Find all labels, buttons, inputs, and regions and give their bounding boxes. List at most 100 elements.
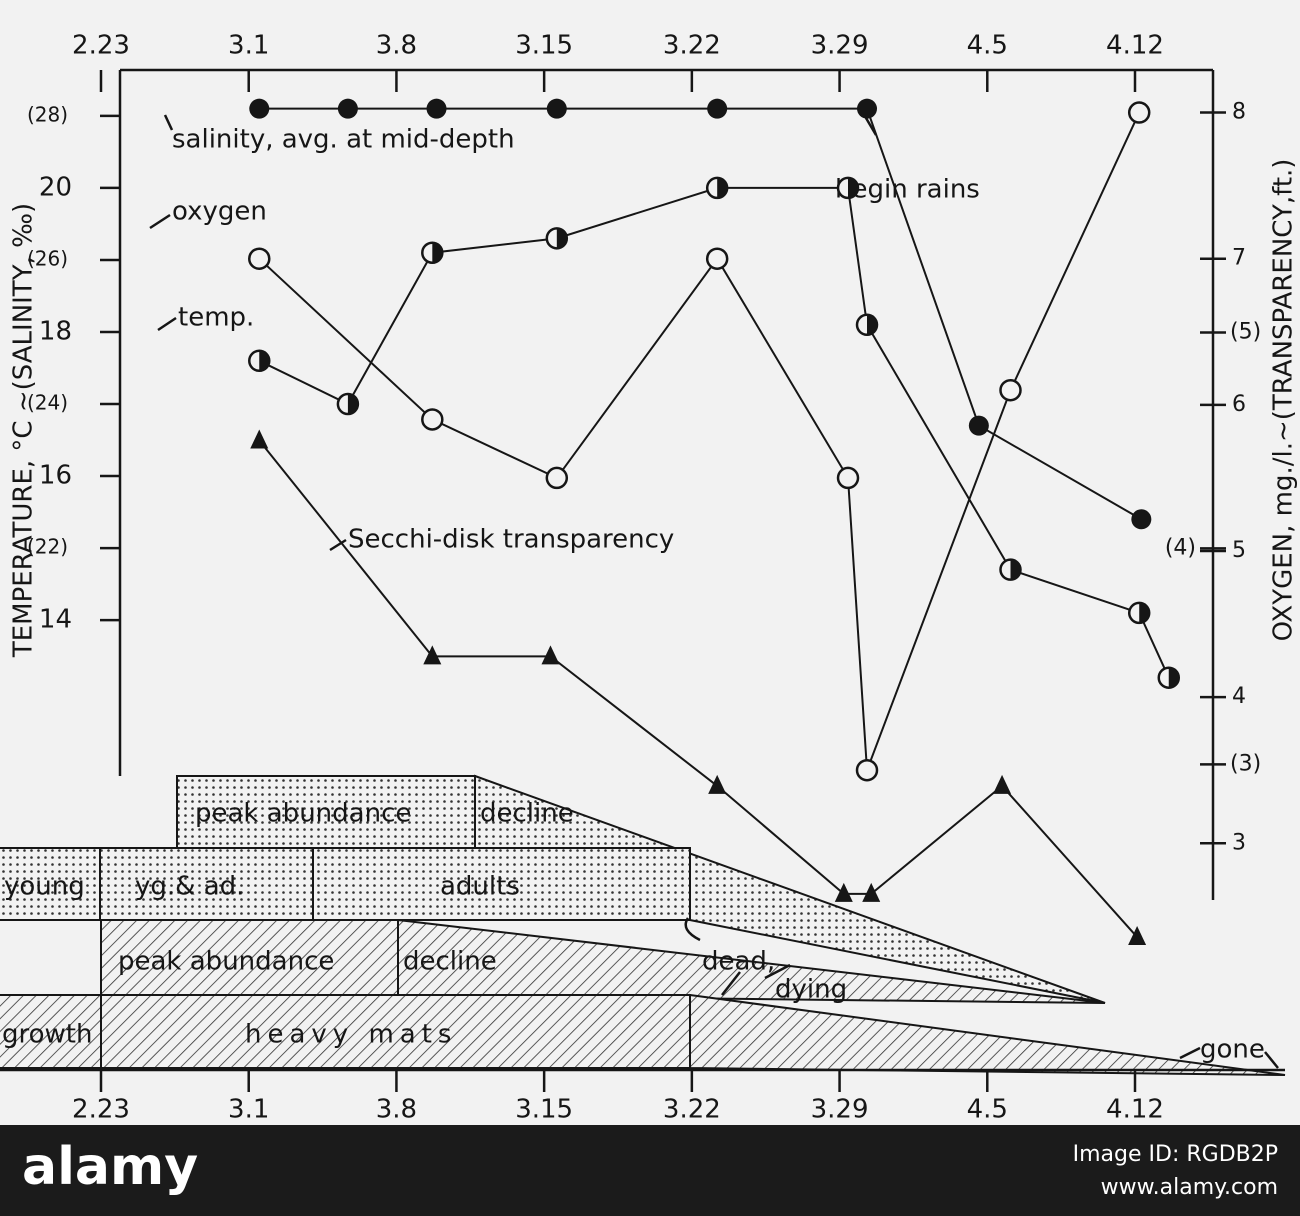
marker-fill (857, 98, 878, 119)
marker-half (347, 394, 358, 415)
marker-fill (999, 378, 1022, 402)
marker-half (556, 228, 567, 249)
y-tick-label: 16 (39, 461, 72, 491)
phase-label: yg.& ad. (135, 872, 244, 902)
point (862, 882, 881, 902)
x-tick-label: 4.5 (967, 1095, 1008, 1125)
marker-fill (1127, 101, 1151, 124)
phase-label: peak abundance (195, 799, 411, 829)
point (834, 882, 853, 902)
marker-fill (968, 415, 989, 436)
series-line (258, 186, 1170, 679)
point (968, 415, 989, 436)
marker-fill (423, 645, 442, 665)
x-tick-label: 3.15 (515, 1095, 573, 1125)
y2-tick-label: 7 (1232, 246, 1246, 271)
point (855, 758, 879, 782)
transparency-tick-label: (5) (1230, 320, 1261, 345)
transparency-tick-label: (4) (1165, 535, 1196, 560)
phase-label: young (4, 872, 85, 902)
note: dying (775, 975, 847, 1005)
x-tick-label: 2.23 (72, 1095, 130, 1125)
x-tick-label: 3.15 (515, 31, 573, 61)
y2-tick-label: 5 (1232, 538, 1246, 563)
phase-label: decline (403, 947, 497, 977)
salinity-tick-label: (24) (27, 391, 68, 415)
marker-fill (855, 758, 879, 782)
watermark-brand: alamy (22, 1137, 198, 1197)
marker-fill (836, 466, 860, 490)
marker-fill (708, 774, 727, 794)
point (337, 98, 358, 119)
marker-fill (337, 98, 358, 119)
watermark-id: Image ID: RGDB2P (1073, 1142, 1278, 1167)
x-tick-label: 3.1 (228, 31, 269, 61)
x-tick-label: 2.23 (72, 31, 130, 61)
phase-box (312, 847, 691, 921)
point (857, 98, 878, 119)
salinity-tick-label: (28) (27, 102, 68, 126)
marker-half (259, 350, 270, 371)
series-line (259, 107, 1142, 521)
annotation: oxygen (172, 197, 267, 227)
salinity-tick-label: (22) (27, 535, 68, 559)
marker-half (848, 177, 859, 198)
x-tick-label: 3.22 (663, 31, 721, 61)
point (1127, 101, 1151, 124)
watermark-bar (0, 1125, 1300, 1216)
x-tick-label: 3.1 (228, 1095, 269, 1125)
marker-fill (426, 98, 447, 119)
phase-box (176, 775, 476, 849)
point (546, 98, 567, 119)
point (336, 392, 360, 416)
note: gone (1200, 1035, 1265, 1065)
watermark-url: www.alamy.com (1101, 1175, 1278, 1200)
marker-fill (1131, 509, 1152, 530)
marker-half (1139, 602, 1150, 623)
marker-fill (249, 98, 270, 119)
annotation: Secchi-disk transparency (348, 525, 674, 555)
point (707, 98, 728, 119)
point (705, 176, 729, 200)
x-tick-label: 4.5 (967, 31, 1008, 61)
y2-tick-label: 8 (1232, 100, 1246, 125)
marker-fill (248, 247, 271, 270)
phase-box (397, 918, 1106, 1004)
point (999, 378, 1022, 402)
point (1127, 601, 1151, 625)
marker-fill (545, 466, 569, 490)
marker-half (717, 177, 728, 198)
salinity-tick-label: (26) (27, 246, 68, 270)
marker-fill (541, 645, 560, 665)
point (421, 241, 444, 264)
y-tick-label: 20 (39, 172, 72, 202)
point (541, 645, 560, 665)
y-tick-label: 18 (39, 316, 72, 346)
phase-box (689, 993, 1286, 1076)
series-line (258, 439, 1138, 938)
marker-fill (834, 882, 853, 902)
annotation: temp. (178, 303, 254, 333)
point (705, 247, 729, 270)
phase-label: heavy mats (245, 1020, 457, 1050)
point (248, 247, 271, 270)
point (426, 98, 447, 119)
point (249, 98, 270, 119)
y2-tick-label: 6 (1232, 392, 1246, 417)
point (545, 466, 569, 490)
point (423, 645, 442, 665)
marker-half (867, 314, 877, 335)
point (248, 349, 271, 373)
marker-fill (993, 774, 1012, 794)
point (836, 176, 860, 200)
point (993, 774, 1012, 794)
phase-box (100, 919, 399, 996)
marker-half (432, 242, 443, 263)
x-tick-label: 3.8 (376, 31, 417, 61)
point (1128, 926, 1147, 946)
point (999, 558, 1022, 581)
note-arrow (684, 917, 1279, 1069)
x-tick-label: 3.22 (663, 1095, 721, 1125)
annotation: salinity, avg. at mid-depth (172, 125, 515, 155)
